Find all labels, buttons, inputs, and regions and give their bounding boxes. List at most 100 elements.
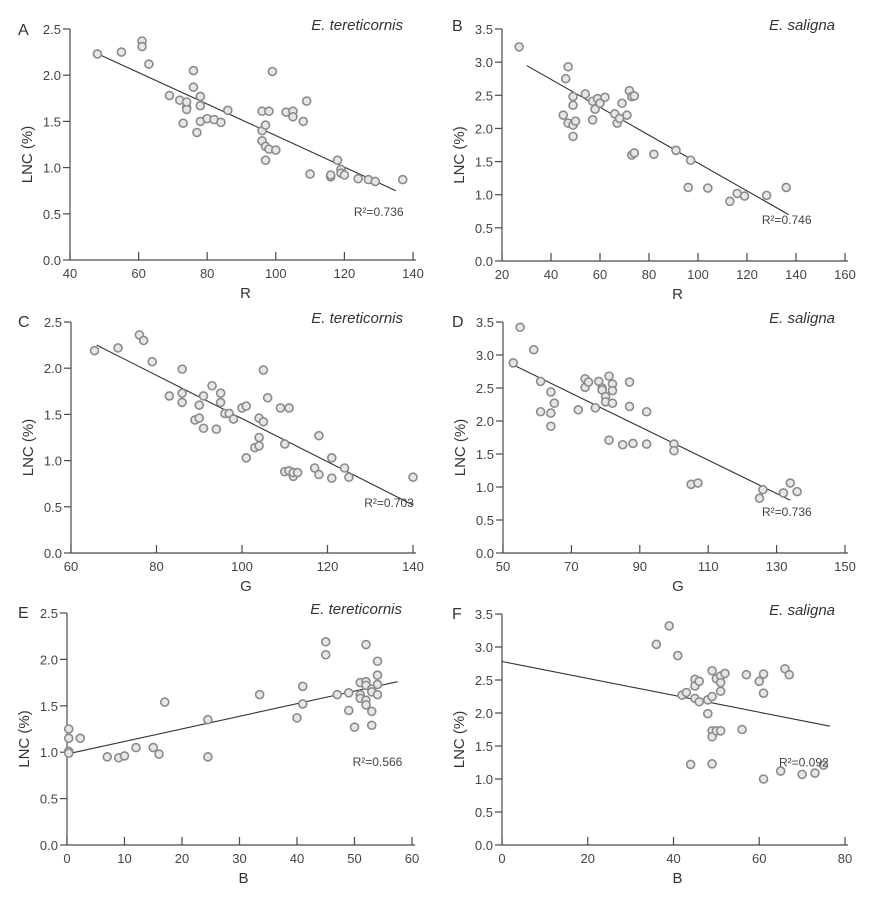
- data-point: [508, 358, 519, 368]
- data-point: [781, 182, 792, 193]
- data-point: [546, 408, 556, 418]
- x-tick-label: 120: [736, 267, 758, 282]
- data-point: [372, 689, 383, 700]
- x-tick-label: 50: [347, 851, 361, 866]
- data-point: [685, 759, 696, 770]
- data-point: [178, 118, 188, 129]
- data-point: [641, 439, 652, 449]
- data-point: [810, 768, 820, 778]
- data-point: [314, 469, 324, 480]
- data-point: [215, 397, 226, 408]
- data-point: [228, 414, 239, 424]
- data-point: [570, 116, 581, 126]
- y-axis-label: LNC (%): [20, 419, 37, 477]
- data-point: [754, 676, 765, 687]
- y-tick-label: 1.5: [43, 114, 61, 129]
- data-point: [366, 720, 377, 731]
- x-tick-label: 20: [495, 267, 509, 282]
- data-point: [685, 155, 696, 166]
- x-tick-label: 40: [544, 267, 558, 282]
- x-tick-label: 30: [232, 851, 246, 866]
- data-point: [784, 669, 795, 680]
- data-point: [320, 649, 331, 660]
- panel-letter: A: [18, 22, 29, 39]
- data-point: [622, 110, 632, 120]
- x-axis-label: B: [672, 870, 682, 887]
- data-point: [215, 388, 226, 398]
- data-point: [116, 47, 127, 57]
- y-tick-label: 2.0: [44, 361, 62, 376]
- species-title: E. saligna: [769, 17, 835, 34]
- data-point: [305, 169, 315, 179]
- panel-a: 40 60 80 100 120 140 0.0 0.5 1.0 1.5 2.0 2.5 R LNC (%…: [18, 17, 424, 302]
- data-point: [514, 42, 524, 52]
- x-tick-label: 160: [834, 267, 856, 282]
- y-tick-label: 0.5: [43, 207, 61, 222]
- data-point: [262, 392, 273, 403]
- r-squared-label: R²=0.703: [364, 496, 414, 510]
- data-point: [339, 463, 350, 473]
- data-point: [361, 639, 371, 650]
- data-point: [131, 742, 141, 753]
- data-point: [707, 665, 717, 676]
- data-point: [558, 110, 569, 120]
- data-point: [148, 742, 159, 753]
- x-tick-label: 130: [766, 559, 788, 574]
- y-tick-label: 2.0: [475, 121, 493, 136]
- data-point: [332, 155, 343, 166]
- data-point: [188, 82, 199, 93]
- data-point: [664, 621, 675, 631]
- data-point: [725, 196, 735, 207]
- x-tick-label: 20: [581, 851, 595, 866]
- y-tick-label: 1.0: [476, 480, 494, 495]
- panel-letter: B: [452, 18, 463, 35]
- panel-b: 20 40 60 80 100 120 140 160 0.0 0.5 1.0 1.5 2.0 2.5 3.…: [451, 17, 856, 303]
- x-tick-label: 140: [785, 267, 807, 282]
- data-point: [515, 322, 525, 333]
- y-tick-label: 2.0: [476, 414, 494, 429]
- data-point: [629, 91, 640, 101]
- panel-letter: C: [18, 314, 30, 331]
- x-tick-label: 120: [334, 266, 356, 281]
- r-squared-label: R²=0.736: [762, 505, 812, 519]
- data-point: [758, 688, 769, 699]
- x-tick-label: 140: [402, 559, 424, 574]
- data-point: [181, 97, 192, 107]
- data-point: [573, 404, 584, 415]
- data-point: [75, 733, 86, 744]
- data-point: [681, 687, 692, 698]
- x-axis-label: R: [240, 285, 251, 302]
- panel-e: 0 10 20 30 40 50 60 0.0 0.5 1.0 1.5 2.0 2.5 B LNC (%) E…: [16, 601, 419, 887]
- y-axis-label: LNC (%): [452, 419, 469, 477]
- data-point: [624, 401, 635, 412]
- data-point: [292, 713, 302, 723]
- panel-f: 0 20 40 60 80 0.0 0.5 1.0 1.5 2.0 2.5 3.0 3.5 B LNC (%…: [451, 602, 852, 887]
- y-tick-label: 1.5: [476, 447, 494, 462]
- data-point: [258, 416, 269, 427]
- data-point: [203, 752, 213, 762]
- regression-line: [526, 64, 789, 216]
- data-point: [222, 105, 233, 116]
- data-point: [607, 398, 618, 408]
- y-axis-label: LNC (%): [451, 126, 468, 184]
- data-point: [590, 104, 600, 115]
- data-point: [211, 424, 222, 434]
- data-point: [284, 403, 294, 413]
- data-point: [792, 486, 802, 497]
- data-point: [737, 724, 747, 735]
- data-point: [344, 472, 354, 483]
- data-point: [370, 176, 381, 187]
- data-point: [332, 689, 343, 700]
- x-tick-label: 60: [64, 559, 78, 574]
- y-tick-label: 2.5: [40, 606, 58, 621]
- data-point: [587, 115, 598, 125]
- data-point: [194, 413, 205, 423]
- data-point: [600, 92, 610, 103]
- data-point: [758, 484, 768, 495]
- data-point: [672, 650, 683, 661]
- y-tick-label: 0.5: [40, 792, 58, 807]
- data-point: [761, 190, 772, 201]
- data-point: [641, 406, 652, 417]
- data-point: [113, 343, 123, 353]
- y-tick-label: 2.0: [43, 68, 61, 83]
